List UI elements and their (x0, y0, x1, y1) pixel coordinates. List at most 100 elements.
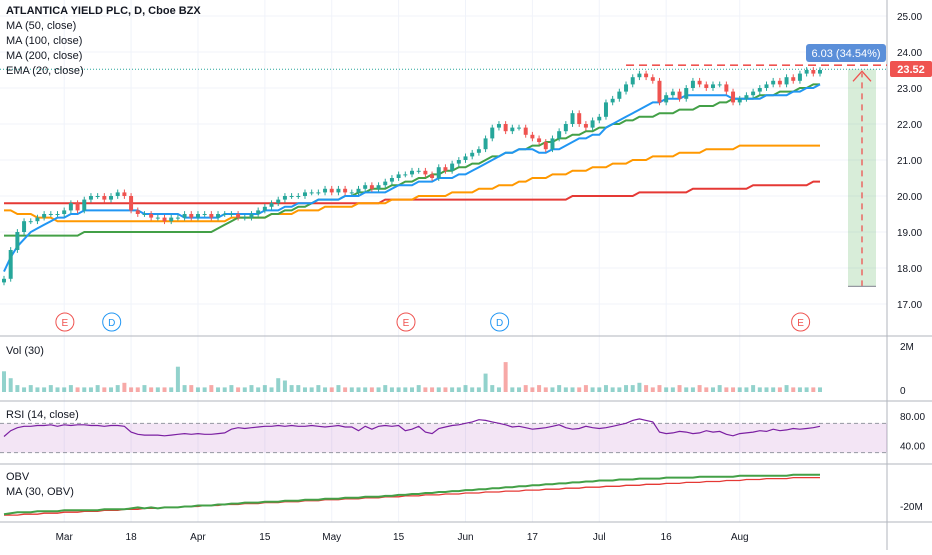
candle-body (490, 127, 495, 139)
earnings-marker[interactable] (791, 312, 811, 332)
volume-bar (249, 385, 254, 392)
rsi-legend[interactable]: RSI (14, close) (6, 408, 79, 423)
volume-bar (724, 387, 729, 392)
volume-bar (517, 387, 522, 392)
volume-bar (777, 387, 782, 392)
volume-bar (269, 387, 274, 392)
symbol-title[interactable]: ATLANTICA YIELD PLC, D, Cboe BZX (6, 5, 201, 17)
candle-body (242, 217, 247, 219)
volume-bar (791, 387, 796, 392)
rsi-label: RSI (14, close) (6, 409, 79, 421)
volume-bar (329, 387, 334, 392)
volume-bar (697, 385, 702, 392)
volume-bar (530, 387, 535, 392)
volume-bar (650, 387, 655, 392)
candle-body (771, 80, 776, 85)
dividend-marker[interactable] (490, 312, 510, 332)
volume-bar (182, 385, 187, 392)
candle-body (657, 80, 662, 103)
candle-body (690, 80, 695, 88)
earnings-marker[interactable] (55, 312, 75, 332)
volume-bar (8, 378, 13, 392)
obv-tick-label: -20M (900, 502, 923, 513)
chart-legend: ATLANTICA YIELD PLC, D, Cboe BZX MA (50,… (6, 4, 201, 79)
candle-body (436, 167, 441, 178)
candle-body (109, 196, 114, 200)
candle-body (329, 188, 334, 193)
candle-body (376, 185, 381, 189)
rsi-band (0, 423, 887, 453)
candle-body (82, 199, 87, 211)
sub-axes: 2M 0 80.00 40.00 -20M (900, 342, 925, 513)
volume-bar (670, 387, 675, 392)
volume-bar (135, 387, 140, 392)
volume-bar (557, 385, 562, 392)
price-axis[interactable]: 25.00 24.00 23.00 22.00 21.00 20.00 19.00 18.00… (897, 12, 922, 311)
candle-body (182, 214, 187, 218)
volume-bar (771, 387, 776, 392)
candle-body (697, 80, 702, 85)
legend-ma100[interactable]: MA (100, close) (6, 35, 83, 47)
candle-body (670, 91, 675, 96)
candle-body (249, 214, 254, 218)
volume-bar (95, 385, 100, 392)
candle-body (55, 214, 60, 215)
volume-bar (664, 387, 669, 392)
event-marker-label: D (496, 318, 503, 329)
candle-body (229, 214, 234, 215)
price-badge: 23.52 (890, 61, 932, 77)
volume-bar (22, 387, 27, 392)
earnings-marker[interactable] (396, 312, 416, 332)
volume-bar (15, 385, 20, 392)
candle-body (262, 206, 267, 211)
volume-bar (222, 387, 227, 392)
candle-body (135, 210, 140, 214)
legend-ma50[interactable]: MA (50, close) (6, 20, 77, 32)
measure-range[interactable] (848, 69, 876, 287)
candle-body (470, 152, 475, 157)
rsi-tick-label: 40.00 (900, 441, 925, 452)
time-axis[interactable]: Mar 18 Apr 15 May 15 Jun 17 Jul 16 Aug (56, 532, 749, 543)
candle-body (396, 174, 401, 178)
candle-body (423, 170, 428, 175)
candle-body (169, 217, 174, 222)
candle-body (624, 84, 629, 92)
legend-ema20[interactable]: EMA (20, close) (6, 65, 84, 77)
legend-ma200[interactable]: MA (200, close) (6, 50, 83, 62)
candle-body (476, 149, 481, 153)
volume-legend[interactable]: Vol (30) (6, 344, 44, 359)
obv-legend[interactable]: OBV MA (30, OBV) (6, 470, 74, 500)
candle-body (95, 196, 100, 197)
candle-body (2, 278, 6, 283)
candle-body (543, 142, 548, 150)
ma100-series (4, 144, 820, 223)
time-tick-label: Apr (190, 532, 206, 543)
price-tick-label: 25.00 (897, 12, 922, 23)
event-marker-label: D (108, 318, 115, 329)
volume-bar (764, 387, 769, 392)
volume-bar (396, 387, 401, 392)
volume-bar (189, 385, 194, 392)
dividend-marker[interactable] (102, 312, 122, 332)
volume-bar (336, 385, 341, 392)
volume-bar (323, 387, 328, 392)
price-tick-label: 21.00 (897, 156, 922, 167)
time-tick-label: 15 (393, 532, 405, 543)
volume-bar (68, 385, 73, 392)
volume-bar (262, 385, 267, 392)
candle-body (122, 192, 127, 196)
candle-body (289, 196, 294, 197)
candle-body (389, 178, 394, 182)
obv-ma-label: MA (30, OBV) (6, 486, 74, 498)
candle-body (503, 124, 508, 132)
volume-bar (102, 387, 107, 392)
volume-bar (470, 387, 475, 392)
candle-body (530, 134, 535, 139)
event-marker-label: E (797, 318, 804, 329)
candle-body (356, 188, 361, 193)
candles (2, 67, 822, 286)
price-tick-label: 18.00 (897, 264, 922, 275)
